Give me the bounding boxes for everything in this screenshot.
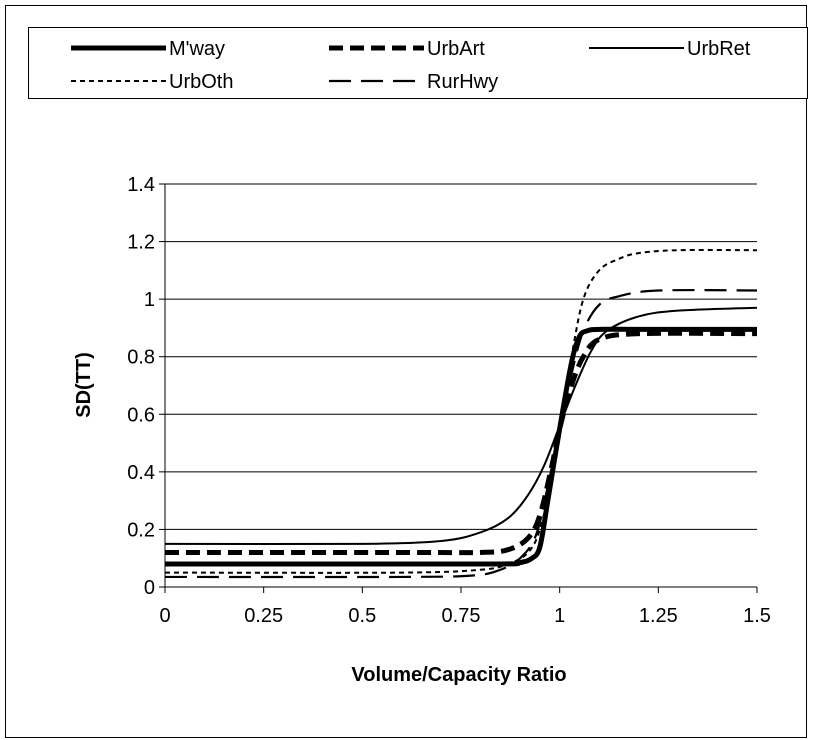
x-tick-label: 0.75 <box>442 605 481 627</box>
x-tick-label: 0.5 <box>348 605 376 627</box>
chart-frame <box>5 5 807 738</box>
y-tick-label: 0.8 <box>127 347 155 369</box>
gridlines <box>165 183 757 530</box>
legend-svg: M'way UrbArt UrbRet UrbOth RurHwy <box>71 38 751 93</box>
y-tick-label: 1.4 <box>127 174 155 196</box>
series-lines <box>164 248 758 579</box>
x-axis-label: Volume/Capacity Ratio <box>351 664 566 686</box>
x-tick-label: 0 <box>159 605 170 627</box>
y-tick-label: 1.2 <box>127 232 155 254</box>
legend-label: UrbRet <box>687 38 751 60</box>
legend-label: UrbArt <box>427 38 485 60</box>
legend-label: M'way <box>169 38 225 60</box>
series-line-urbret <box>164 306 758 546</box>
y-tick-label: 0.2 <box>127 519 155 541</box>
y-tick-label: 0 <box>144 577 155 599</box>
y-tick-label: 0.4 <box>127 462 155 484</box>
series-line-urbart <box>165 330 758 556</box>
x-tick-label: 1.25 <box>639 605 678 627</box>
x-tick-label: 0.25 <box>244 605 283 627</box>
legend-label: UrbOth <box>169 71 233 93</box>
legend: M'way UrbArt UrbRet UrbOth RurHwy <box>28 27 808 99</box>
legend-label: RurHwy <box>427 71 498 93</box>
series-line-mway <box>164 326 757 567</box>
y-tick-label: 0.6 <box>127 404 155 426</box>
tick-labels: 0 0.2 0.4 0.6 0.8 1 1.2 1.4 0 0.25 0.5 0.75 1 1.25 1.5 <box>127 174 771 627</box>
x-tick-label: 1.5 <box>743 605 771 627</box>
axes <box>164 184 757 588</box>
y-tick-label: 1 <box>144 289 155 311</box>
series-line-urboth <box>164 248 758 574</box>
series-line-rurhwy <box>164 288 758 579</box>
y-axis-label: SD(TT) <box>73 352 95 418</box>
x-tick-label: 1 <box>554 605 565 627</box>
